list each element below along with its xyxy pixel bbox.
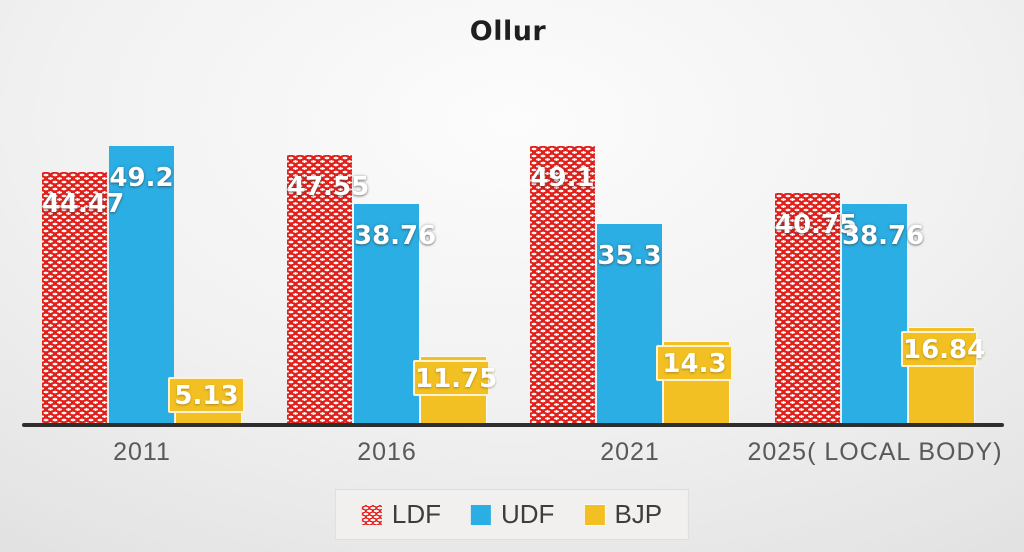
legend-label: LDF xyxy=(391,499,441,529)
legend-label: UDF xyxy=(501,499,555,529)
bar-ldf: 47.55 xyxy=(287,155,370,423)
bar-slot-ldf: 49.1 xyxy=(530,146,595,423)
bar-slot-udf: 35.3 xyxy=(597,224,662,423)
data-label-bjp: 14.3 xyxy=(656,345,733,381)
legend: LDF UDF BJP xyxy=(334,489,690,540)
legend-swatch-bjp xyxy=(584,504,605,525)
bar-slot-udf: 38.76 xyxy=(354,204,437,423)
data-label-udf: 38.76 xyxy=(842,221,925,251)
bar-ldf: 49.1 xyxy=(530,146,595,423)
data-label-udf: 49.2 xyxy=(109,163,174,193)
x-tick-label: 2016 xyxy=(357,438,417,466)
data-label-ldf: 49.1 xyxy=(530,163,595,193)
data-label-bjp: 5.13 xyxy=(168,377,245,413)
legend-item-bjp: BJP xyxy=(584,499,662,530)
data-label-udf: 35.3 xyxy=(597,241,662,271)
bar-slot-bjp: 11.75 xyxy=(413,357,497,423)
data-label-ldf: 44.47 xyxy=(42,189,125,219)
bar-udf: 49.2 xyxy=(109,146,174,423)
bar-group: 47.55 38.76 11.75 xyxy=(287,129,497,423)
chart-title: Ollur xyxy=(469,16,547,47)
legend-item-udf: UDF xyxy=(471,499,554,530)
data-label-ldf: 47.55 xyxy=(287,172,370,202)
legend-item-ldf: LDF xyxy=(361,499,441,530)
x-tick-label: 2011 xyxy=(113,438,171,466)
bar-slot-ldf: 47.55 xyxy=(287,155,370,423)
bar-bjp: 11.75 xyxy=(413,357,497,423)
bar-slot-bjp: 5.13 xyxy=(168,377,245,423)
bar-slot-udf: 49.2 xyxy=(109,146,174,423)
data-label-ldf: 40.75 xyxy=(775,210,858,240)
bar-bjp: 5.13 xyxy=(168,377,245,423)
bar-slot-ldf: 40.75 xyxy=(775,193,858,423)
data-label-udf: 38.76 xyxy=(354,221,437,251)
legend-swatch-ldf xyxy=(361,504,382,525)
bar-udf: 38.76 xyxy=(842,204,925,423)
bar-slot-udf: 38.76 xyxy=(842,204,925,423)
data-label-bjp: 16.84 xyxy=(901,331,985,367)
bar-ldf: 44.47 xyxy=(42,172,125,423)
legend-swatch-udf xyxy=(471,504,491,525)
bar-udf: 38.76 xyxy=(354,204,437,423)
x-tick-label: 2021 xyxy=(600,438,660,466)
bar-ldf: 40.75 xyxy=(775,193,858,423)
bar-group: 44.47 49.2 5.13 xyxy=(42,129,245,423)
data-label-bjp: 11.75 xyxy=(413,360,497,396)
bar-bjp: 16.84 xyxy=(901,328,985,423)
x-axis-line xyxy=(22,423,1004,427)
bar-group: 49.1 35.3 14.3 xyxy=(530,129,733,423)
bar-slot-bjp: 16.84 xyxy=(901,328,985,423)
bar-slot-ldf: 44.47 xyxy=(42,172,125,423)
bar-bjp: 14.3 xyxy=(656,342,733,423)
bar-slot-bjp: 14.3 xyxy=(656,342,733,423)
legend-label: BJP xyxy=(614,499,663,529)
x-tick-label: 2025( LOCAL BODY) xyxy=(747,438,1003,466)
bar-udf: 35.3 xyxy=(597,224,662,423)
bar-group: 40.75 38.76 16.84 xyxy=(775,129,985,423)
